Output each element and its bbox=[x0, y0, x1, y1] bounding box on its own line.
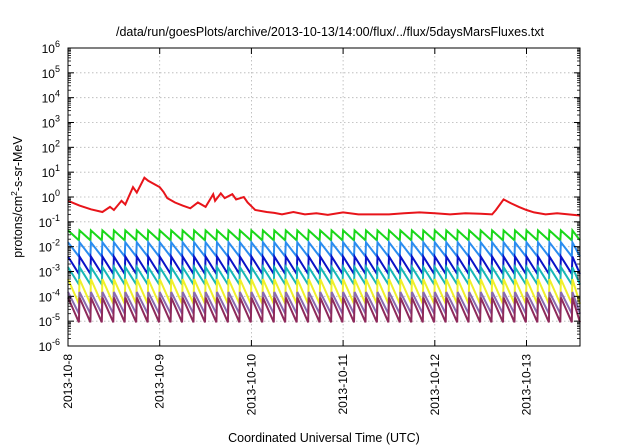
y-axis-label-suffix: -s-sr-MeV bbox=[11, 136, 25, 192]
y-tick-exponent: 1 bbox=[55, 163, 60, 173]
y-tick-exponent: 2 bbox=[55, 138, 60, 148]
y-tick-exponent: 5 bbox=[55, 64, 60, 74]
y-tick-label: 10-5 bbox=[39, 312, 60, 329]
y-tick-exponent: 0 bbox=[55, 188, 60, 198]
y-tick-label: 10-4 bbox=[39, 287, 60, 304]
x-tick-label: 2013-10-10 bbox=[244, 354, 258, 416]
x-tick-labels: 2013-10-8 2013-10-9 2013-10-10 2013-10-11 20… bbox=[61, 354, 534, 416]
y-axis-label-superscript: 2 bbox=[9, 191, 19, 196]
y-tick-label: 102 bbox=[42, 138, 60, 155]
y-tick-exponent: -5 bbox=[52, 312, 60, 322]
y-tick-exponent: 6 bbox=[55, 39, 60, 49]
series-line bbox=[67, 291, 581, 315]
series-line bbox=[67, 227, 581, 243]
series-line bbox=[67, 253, 581, 278]
y-tick-labels: 10-610-510-410-310-210-11001011021031041… bbox=[39, 39, 60, 354]
y-tick-exponent: -3 bbox=[52, 263, 60, 273]
y-tick-label: 10-2 bbox=[39, 238, 60, 255]
x-tick-label: 2013-10-12 bbox=[428, 354, 442, 416]
y-tick-base: 10 bbox=[42, 42, 56, 56]
y-tick-label: 106 bbox=[42, 39, 60, 56]
x-axis-label: Coordinated Universal Time (UTC) bbox=[228, 431, 420, 445]
y-tick-exponent: -1 bbox=[52, 213, 60, 223]
series-line bbox=[67, 238, 581, 260]
y-tick-label: 10-3 bbox=[39, 263, 60, 280]
y-tick-base: 10 bbox=[39, 290, 53, 304]
y-tick-base: 10 bbox=[42, 117, 56, 131]
y-tick-exponent: -6 bbox=[52, 337, 60, 347]
y-tick-exponent: 3 bbox=[55, 114, 60, 124]
y-tick-base: 10 bbox=[39, 216, 53, 230]
y-tick-base: 10 bbox=[39, 266, 53, 280]
y-tick-exponent: -2 bbox=[52, 238, 60, 248]
y-tick-label: 103 bbox=[42, 114, 60, 131]
chart-title: /data/run/goesPlots/archive/2013-10-13/1… bbox=[116, 25, 545, 39]
x-tick-label: 2013-10-9 bbox=[153, 354, 167, 409]
series-layer bbox=[67, 176, 581, 323]
y-tick-label: 105 bbox=[42, 64, 60, 81]
series-line bbox=[67, 263, 581, 288]
y-axis-label-prefix: protons/cm bbox=[11, 196, 25, 258]
x-tick-label: 2013-10-13 bbox=[520, 354, 534, 416]
ticks bbox=[67, 47, 580, 347]
x-tick-label: 2013-10-8 bbox=[61, 354, 75, 409]
y-tick-base: 10 bbox=[42, 92, 56, 106]
y-tick-exponent: -4 bbox=[52, 287, 60, 297]
y-tick-base: 10 bbox=[42, 166, 56, 180]
y-tick-label: 101 bbox=[42, 163, 60, 180]
y-tick-base: 10 bbox=[39, 315, 53, 329]
y-tick-base: 10 bbox=[39, 241, 53, 255]
series-line bbox=[67, 176, 581, 217]
series-line bbox=[67, 278, 581, 305]
series-line bbox=[67, 297, 581, 323]
y-tick-label: 100 bbox=[42, 188, 60, 205]
y-tick-base: 10 bbox=[39, 340, 53, 354]
x-tick-label: 2013-10-11 bbox=[336, 354, 350, 415]
y-tick-base: 10 bbox=[42, 191, 56, 205]
y-tick-base: 10 bbox=[42, 67, 56, 81]
y-tick-exponent: 4 bbox=[55, 89, 60, 99]
y-tick-label: 10-6 bbox=[39, 337, 60, 354]
y-tick-label: 104 bbox=[42, 89, 60, 106]
y-axis-label: protons/cm2-s-sr-MeV bbox=[9, 136, 25, 258]
y-tick-label: 10-1 bbox=[39, 213, 60, 230]
y-tick-base: 10 bbox=[42, 141, 56, 155]
